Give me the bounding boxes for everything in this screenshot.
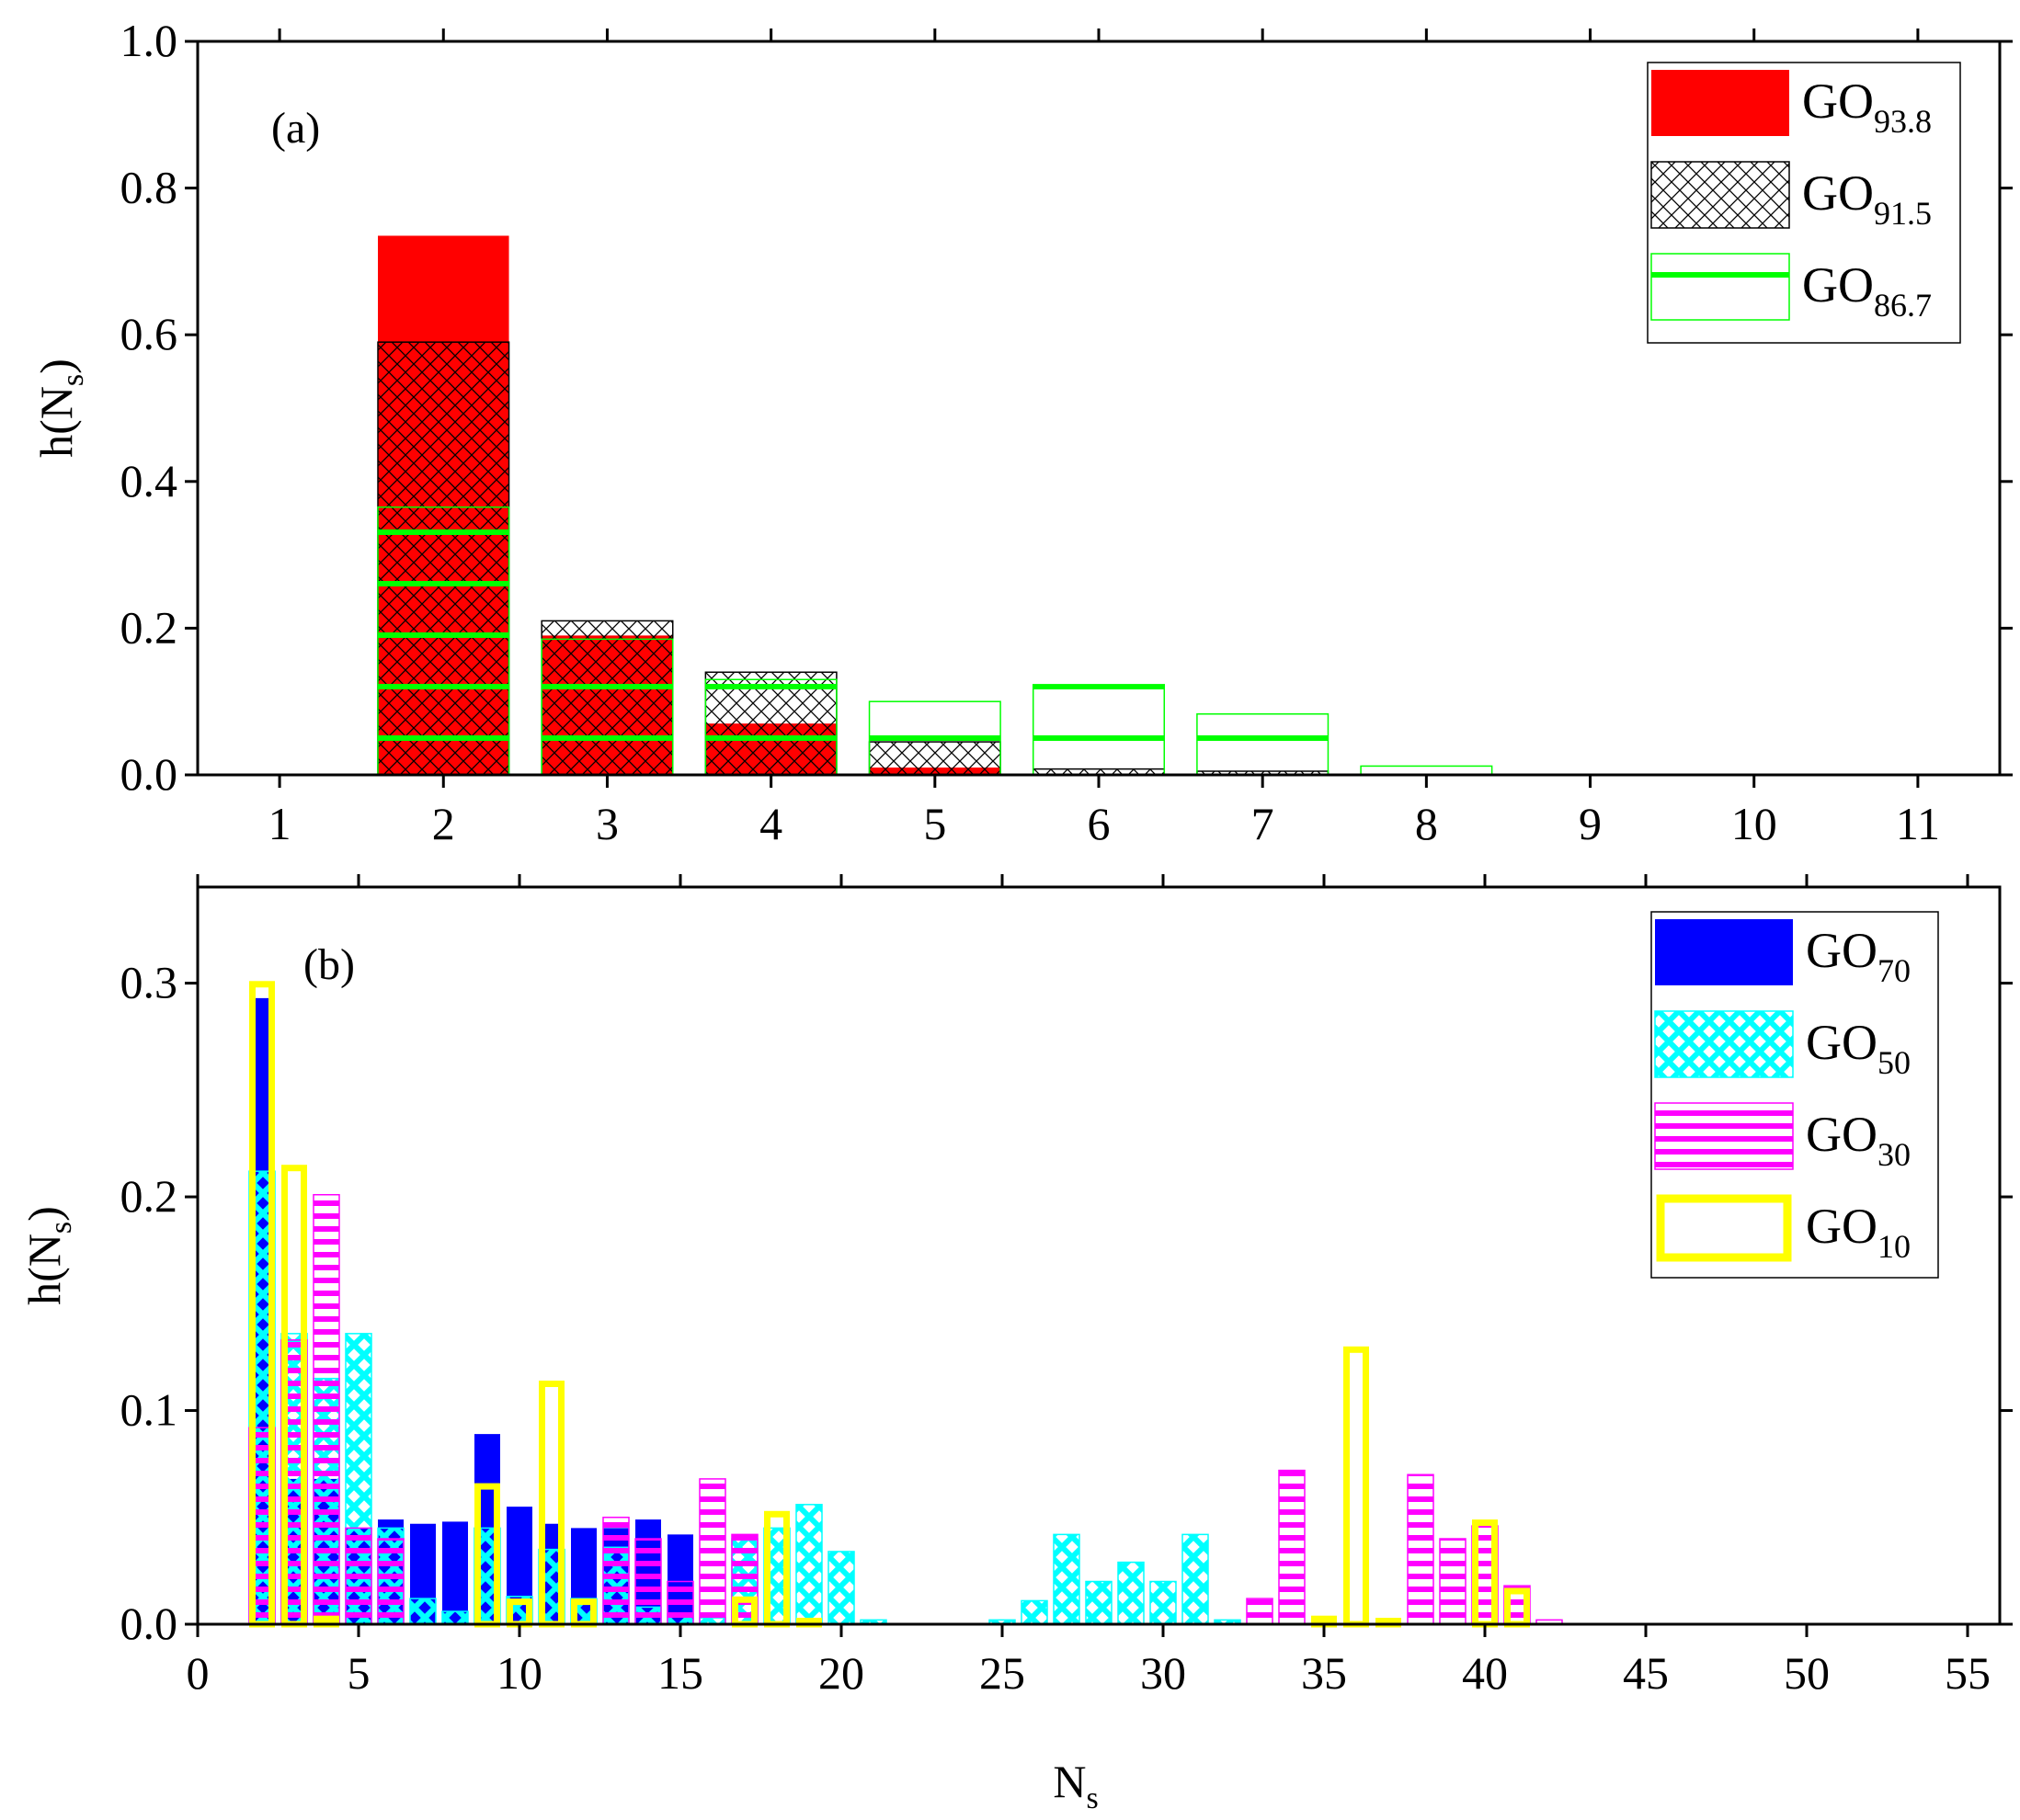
bar-a-s2-2	[704, 678, 838, 776]
x-tick-label-a-9: 10	[1731, 798, 1777, 849]
bar-a-s2-1	[541, 638, 674, 776]
panel-a: 1 2 3 4 5 6 7 8 9 10 11 0.0 0.2 0.4 0.6 0.8 1.0 (a) h(Ns…	[30, 15, 2013, 849]
legend-label-b-0: GO70	[1806, 923, 1911, 989]
y-tick-label-a-5: 1.0	[120, 15, 178, 66]
legend-label-a-2: GO86.7	[1802, 257, 1932, 324]
bar-b-s1-21	[1021, 1599, 1048, 1625]
axes-frame-b	[196, 885, 2002, 1626]
bar-b-s1-23	[1085, 1580, 1113, 1625]
bar-b-s2-12	[1407, 1473, 1434, 1625]
x-tick-label-a-1: 2	[432, 798, 455, 849]
x-tick-label-b-3: 15	[657, 1647, 703, 1699]
bar-b-s1-17	[795, 1504, 823, 1625]
bar-b-s1-5	[409, 1598, 437, 1625]
bar-b-s1-26	[1181, 1533, 1209, 1625]
bar-a-s2-0	[377, 506, 510, 776]
bar-b-s2-8	[699, 1478, 726, 1625]
x-tick-label-b-8: 40	[1462, 1647, 1508, 1699]
x-tick-label-b-11: 55	[1945, 1647, 1991, 1699]
x-axis-label-b: Ns	[1053, 1756, 1098, 1815]
y-tick-label-b-0: 0.0	[120, 1598, 178, 1649]
y-tick-label-b-3: 0.3	[120, 957, 178, 1008]
y-tick-label-a-2: 0.4	[120, 455, 178, 506]
x-tick-label-b-0: 0	[187, 1647, 210, 1699]
panel-label-a: (a)	[271, 104, 320, 153]
bar-b-s1-18	[827, 1551, 855, 1625]
bar-b-s1-22	[1053, 1533, 1080, 1625]
bar-b-s1-6	[441, 1610, 469, 1625]
x-tick-label-a-3: 4	[759, 798, 782, 849]
ticks-a: 1 2 3 4 5 6 7 8 9 10 11 0.0 0.2 0.4 0.6 0.8 1.0	[120, 15, 2013, 849]
bar-b-s1-24	[1117, 1561, 1145, 1625]
legend-swatch-b-2	[1654, 1102, 1794, 1170]
bar-b-s2-6	[634, 1538, 662, 1625]
bar-b-s2-10	[1246, 1598, 1273, 1625]
x-tick-label-b-4: 20	[818, 1647, 864, 1699]
legend-swatch-a-1	[1650, 161, 1790, 229]
legend-label-b-2: GO30	[1806, 1107, 1911, 1173]
x-tick-label-b-5: 25	[979, 1647, 1025, 1699]
y-tick-label-b-2: 0.2	[120, 1170, 178, 1222]
legend-swatch-a-2	[1650, 253, 1790, 321]
bar-b-s2-7	[667, 1580, 694, 1625]
legend-swatch-b-0	[1655, 919, 1793, 985]
x-tick-label-a-10: 11	[1896, 798, 1940, 849]
legend-label-a-1: GO91.5	[1802, 165, 1932, 232]
legend-label-b-1: GO50	[1806, 1015, 1911, 1081]
x-tick-label-a-4: 5	[923, 798, 946, 849]
x-tick-label-b-2: 10	[496, 1647, 542, 1699]
panel-label-b: (b)	[303, 940, 355, 989]
panel-b: 0 5 10 15 20 25 30 35 40 45 50 55 0.0 0.1 0.2 0.3 (b) h…	[18, 874, 2013, 1815]
bar-b-s2-3	[345, 1527, 372, 1625]
x-tick-label-b-9: 45	[1623, 1647, 1669, 1699]
legend-b: GO70 GO50 GO30 GO10	[1650, 911, 1939, 1279]
bar-b-s2-4	[377, 1538, 405, 1625]
y-tick-label-a-3: 0.6	[120, 308, 178, 359]
legend-swatch-b-3	[1656, 1194, 1792, 1262]
legend-label-a-0: GO93.8	[1802, 74, 1932, 140]
bars-a	[377, 235, 1493, 776]
legend-swatch-b-1	[1654, 1010, 1794, 1078]
x-tick-label-a-8: 9	[1579, 798, 1602, 849]
x-tick-label-b-7: 35	[1301, 1647, 1347, 1699]
legend-label-b-3: GO10	[1806, 1199, 1911, 1265]
x-tick-label-b-1: 5	[348, 1647, 371, 1699]
bar-a-s2-5	[1196, 713, 1330, 776]
y-tick-label-a-0: 0.0	[120, 748, 178, 800]
bar-b-s0-6	[442, 1521, 468, 1624]
legend-swatch-a-0	[1651, 70, 1789, 136]
bar-b-s2-13	[1439, 1538, 1466, 1625]
bar-b-s2-5	[602, 1517, 630, 1625]
x-tick-label-b-10: 50	[1784, 1647, 1830, 1699]
x-tick-label-a-0: 1	[268, 798, 291, 849]
x-tick-label-a-6: 7	[1251, 798, 1274, 849]
y-tick-label-a-4: 0.8	[120, 162, 178, 213]
y-axis-label-a: h(Ns)	[30, 358, 90, 458]
x-tick-label-a-7: 8	[1415, 798, 1438, 849]
x-tick-label-a-5: 6	[1088, 798, 1111, 849]
bar-a-s2-3	[868, 700, 1001, 776]
y-axis-label-b: h(Ns)	[18, 1206, 78, 1305]
bar-b-s2-11	[1278, 1469, 1306, 1625]
legend-a: GO93.8 GO91.5 GO86.7	[1647, 62, 1961, 344]
ticks-b: 0 5 10 15 20 25 30 35 40 45 50 55 0.0 0.1 0.2 0.3	[120, 874, 2013, 1699]
bar-b-s2-2	[313, 1193, 340, 1625]
x-tick-label-b-6: 30	[1140, 1647, 1186, 1699]
y-tick-label-a-1: 0.2	[120, 601, 178, 653]
y-tick-label-b-1: 0.1	[120, 1384, 178, 1436]
x-tick-label-a-2: 3	[596, 798, 619, 849]
bar-a-s2-4	[1032, 684, 1166, 776]
bar-b-s1-25	[1149, 1580, 1177, 1625]
